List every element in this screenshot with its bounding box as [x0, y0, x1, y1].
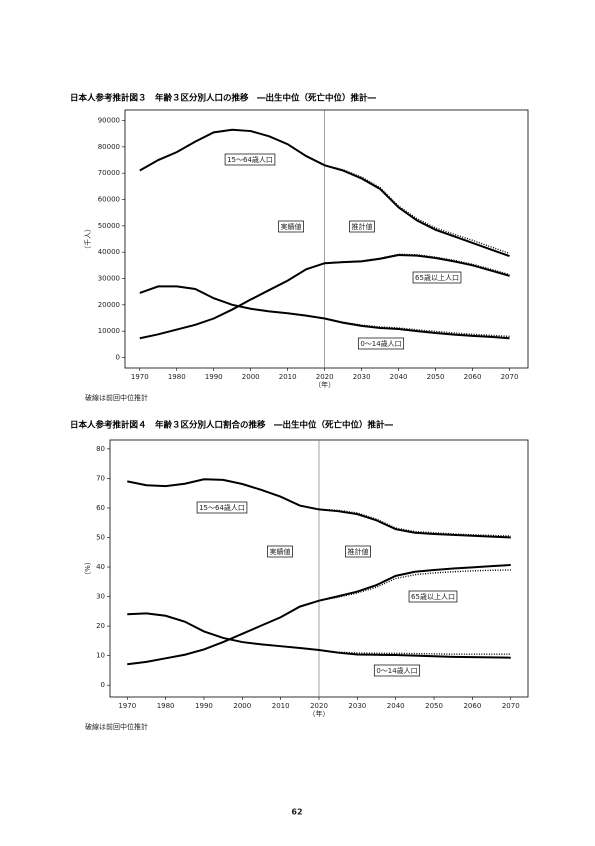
x-tick-label: 2000	[242, 373, 260, 381]
x-tick-label: 2000	[233, 702, 251, 710]
series-label: 0～14歳人口	[360, 339, 401, 348]
y-tick-label: 70000	[98, 169, 120, 177]
annotation-box	[345, 545, 371, 558]
x-axis-label: （年）	[314, 380, 335, 389]
series-line	[324, 253, 510, 276]
y-tick-label: 50000	[98, 222, 120, 230]
series-label-box	[412, 271, 462, 284]
y-tick-label: 20000	[98, 301, 120, 309]
y-tick-label: 0	[116, 353, 120, 361]
x-tick-label: 1990	[205, 373, 223, 381]
series-label-box	[408, 590, 458, 603]
x-tick-label: 1980	[157, 702, 175, 710]
series-label-box	[373, 664, 421, 677]
x-tick-label: 2050	[425, 702, 443, 710]
x-tick-label: 2020	[310, 702, 328, 710]
x-tick-label: 2040	[390, 373, 408, 381]
x-tick-label: 2060	[464, 373, 482, 381]
y-tick-label: 70	[96, 474, 105, 482]
annotation-box	[267, 545, 293, 558]
x-tick-label: 2010	[279, 373, 297, 381]
y-tick-label: 40	[96, 563, 105, 571]
y-tick-label: 80000	[98, 143, 120, 151]
series-label: 0～14歳人口	[376, 666, 417, 675]
y-tick-label: 30000	[98, 274, 120, 282]
x-axis-label: （年）	[309, 709, 330, 718]
series-label: 65歳以上人口	[411, 592, 455, 601]
annotation-box	[278, 220, 304, 233]
y-tick-label: 60000	[98, 196, 120, 204]
series-label-box	[196, 501, 248, 514]
y-tick-label: 10000	[98, 327, 120, 335]
series-label: 65歳以上人口	[415, 273, 459, 282]
x-tick-label: 1970	[118, 702, 136, 710]
series-label: 15～64歳人口	[199, 503, 245, 512]
y-tick-label: 10	[96, 652, 105, 660]
x-tick-label: 2060	[463, 702, 481, 710]
x-tick-label: 2070	[502, 702, 520, 710]
x-tick-label: 2010	[272, 702, 290, 710]
x-tick-label: 2030	[353, 373, 371, 381]
chart-note: 破線は前回中位推計	[85, 722, 148, 731]
y-axis-label: （千人）	[83, 225, 92, 253]
series-label-box	[357, 337, 405, 350]
y-tick-label: 30	[96, 593, 105, 601]
x-tick-label: 1990	[195, 702, 213, 710]
y-tick-label: 60	[96, 504, 105, 512]
page-number: 62	[291, 808, 302, 817]
series-line	[318, 508, 511, 537]
y-axis-label: （%）	[84, 558, 92, 579]
x-tick-label: 2070	[501, 373, 519, 381]
series-line	[318, 569, 511, 602]
annotation: 実績値	[270, 547, 291, 556]
annotation: 推計値	[352, 222, 373, 231]
x-tick-label: 2040	[387, 702, 405, 710]
x-tick-label: 2020	[316, 373, 334, 381]
chart-title: 日本人参考推計図４ 年齢３区分別人口割合の推移 ―出生中位（死亡中位）推計―	[70, 420, 394, 431]
y-tick-label: 40000	[98, 248, 120, 256]
y-tick-label: 0	[101, 681, 105, 689]
x-tick-label: 2050	[427, 373, 445, 381]
y-tick-label: 50	[96, 533, 105, 541]
x-tick-label: 1980	[168, 373, 186, 381]
y-tick-label: 20	[96, 622, 105, 630]
x-tick-label: 2030	[348, 702, 366, 710]
chart-title: 日本人参考推計図３ 年齢３区分別人口の推移 ―出生中位（死亡中位）推計―	[70, 93, 377, 104]
x-tick-label: 1970	[131, 373, 149, 381]
annotation-box	[349, 220, 375, 233]
y-tick-label: 90000	[98, 117, 120, 125]
annotation: 推計値	[348, 547, 369, 556]
plot-frame	[124, 109, 529, 369]
series-label: 15～64歳人口	[227, 155, 273, 164]
series-label-box	[224, 153, 276, 166]
y-tick-label: 80	[96, 445, 105, 453]
series-line	[324, 164, 510, 255]
annotation: 実績値	[281, 222, 302, 231]
series-line	[324, 317, 510, 338]
chart-note: 破線は前回中位推計	[85, 393, 148, 402]
